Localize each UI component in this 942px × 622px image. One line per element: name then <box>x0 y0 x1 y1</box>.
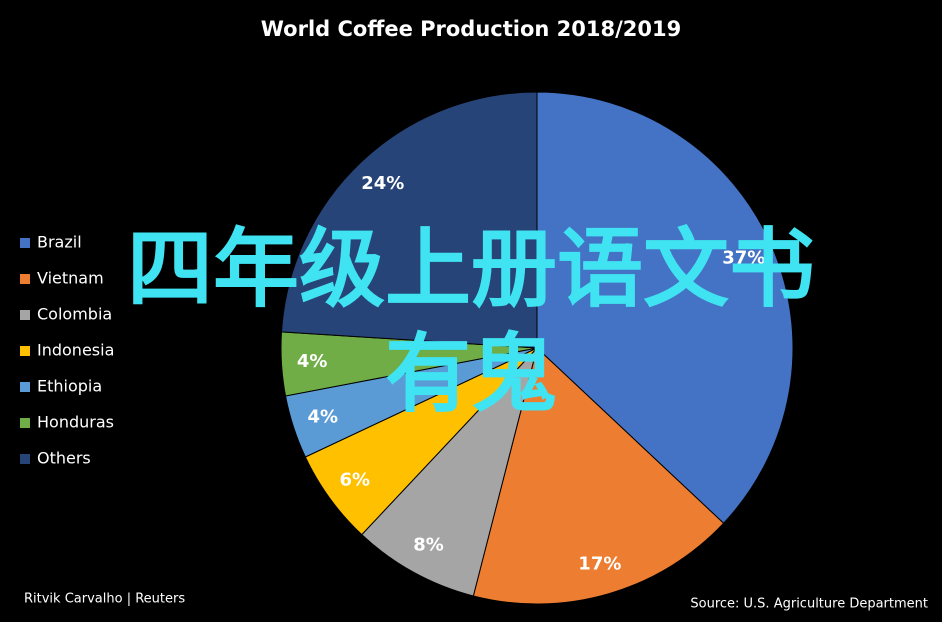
legend-swatch <box>20 382 30 392</box>
data-label: 4% <box>297 351 328 372</box>
data-label: 6% <box>339 469 370 490</box>
overlay-text: 有鬼 <box>385 324 557 424</box>
data-label: 24% <box>361 173 404 194</box>
legend-swatch <box>20 274 30 284</box>
credit: Ritvik Carvalho | Reuters <box>24 592 185 607</box>
legend-label: Colombia <box>37 305 112 324</box>
pie-slice <box>472 347 725 605</box>
chart-title: World Coffee Production 2018/2019 <box>261 17 681 41</box>
pie-slice <box>361 347 538 597</box>
pie-slice <box>536 91 794 524</box>
legend-label: Brazil <box>37 233 82 252</box>
data-label: 17% <box>578 553 621 574</box>
legend-swatch <box>20 418 30 428</box>
data-label: 37% <box>722 248 765 269</box>
legend-swatch <box>20 310 30 320</box>
legend-label: Indonesia <box>37 341 114 360</box>
legend-label: Ethiopia <box>37 377 102 396</box>
data-label: 8% <box>413 534 444 555</box>
legend-label: Others <box>37 449 91 468</box>
pie-slice <box>280 91 538 349</box>
legend-swatch <box>20 238 30 248</box>
legend-label: Honduras <box>37 413 114 432</box>
data-label: 4% <box>307 407 338 428</box>
legend-label: Vietnam <box>37 269 104 288</box>
legend-swatch <box>20 346 30 356</box>
overlay-text: 四年级上册语文书 <box>127 219 815 319</box>
source: Source: U.S. Agriculture Department <box>690 597 928 612</box>
legend-swatch <box>20 454 30 464</box>
